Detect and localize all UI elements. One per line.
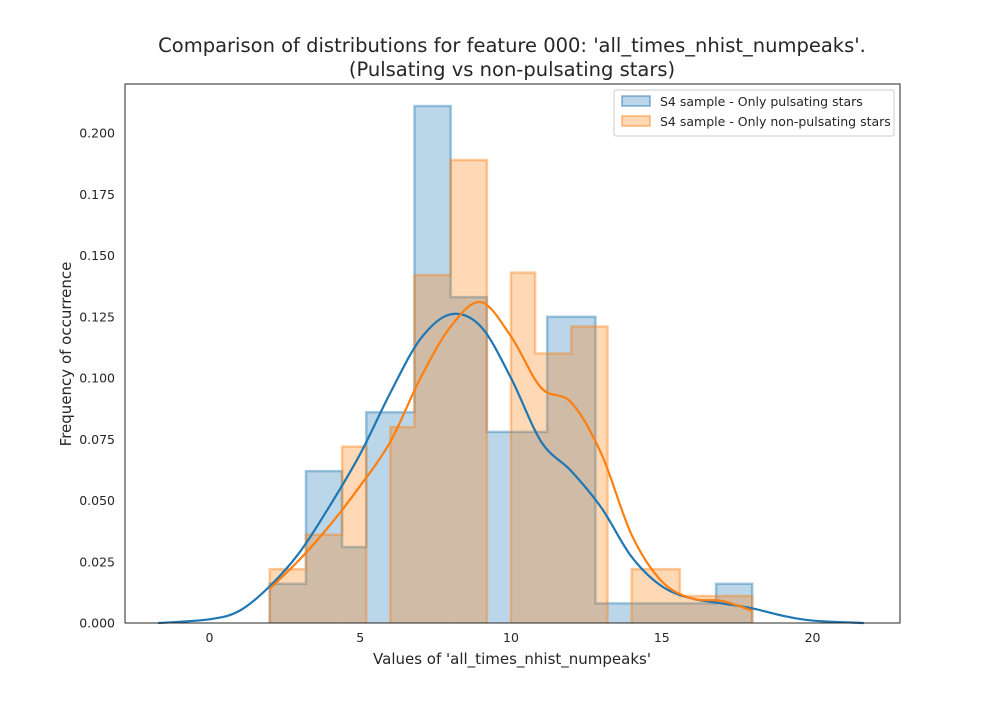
x-tick-label: 20 — [805, 630, 821, 645]
hist-outline-pulsating — [268, 104, 754, 623]
chart-title: Comparison of distributions for feature … — [158, 34, 866, 57]
hist-bar-pulsating — [595, 603, 632, 623]
kde-curves — [158, 300, 864, 625]
hist-bar-pulsating — [486, 431, 511, 623]
y-axis-label: Frequency of occurrence — [57, 262, 75, 447]
kde-line-pulsating — [158, 312, 864, 625]
y-tick-label: 0.000 — [79, 616, 115, 631]
y-axis-ticks: 0.000 0.025 0.050 0.075 0.100 0.125 0.150 0.175… — [79, 126, 115, 631]
x-tick-label: 0 — [205, 630, 213, 645]
hist-bar-pulsating — [631, 603, 668, 623]
chart-subtitle: (Pulsating vs non-pulsating stars) — [349, 58, 675, 81]
y-tick-label: 0.050 — [79, 493, 115, 508]
y-tick-label: 0.075 — [79, 432, 115, 447]
y-tick-label: 0.200 — [79, 126, 115, 141]
hist-bar-non-pulsating — [390, 427, 415, 623]
hist-bar-non-pulsating — [305, 534, 343, 623]
hist-bar-non-pulsating — [414, 275, 451, 623]
histogram-bars — [268, 104, 754, 624]
kde-line-non-pulsating — [268, 300, 753, 612]
y-tick-label: 0.025 — [79, 554, 115, 569]
x-axis-label: Values of 'all_times_nhist_numpeaks' — [373, 650, 651, 669]
hist-bar-pulsating — [667, 603, 717, 623]
x-tick-label: 15 — [654, 630, 670, 645]
hist-bar-pulsating — [510, 431, 548, 623]
hist-bar-non-pulsating — [631, 569, 680, 623]
y-tick-label: 0.175 — [79, 187, 115, 202]
hist-bar-non-pulsating — [571, 326, 608, 623]
y-tick-label: 0.100 — [79, 371, 115, 386]
hist-bar-pulsating — [366, 412, 415, 623]
hist-bar-pulsating — [414, 106, 451, 624]
x-tick-label: 5 — [356, 630, 364, 645]
y-tick-label: 0.150 — [79, 248, 115, 263]
plot-frame — [124, 83, 901, 624]
hist-bar-non-pulsating — [342, 446, 367, 623]
legend-label-pulsating: S4 sample - Only pulsating stars — [660, 94, 863, 109]
hist-bar-non-pulsating — [269, 569, 306, 623]
x-axis-ticks: 0 5 10 15 20 — [205, 630, 820, 645]
hist-bar-pulsating — [342, 547, 367, 623]
hist-bar-pulsating — [450, 297, 487, 623]
hist-bar-non-pulsating — [510, 272, 536, 623]
y-tick-label: 0.125 — [79, 309, 115, 324]
legend-box — [613, 89, 895, 137]
legend-swatch-non-pulsating — [621, 115, 651, 127]
legend-label-non-pulsating: S4 sample - Only non-pulsating stars — [660, 114, 891, 129]
x-tick-label: 10 — [503, 630, 519, 645]
chart-legend: S4 sample - Only pulsating stars S4 samp… — [613, 89, 895, 137]
hist-outline-non-pulsating — [268, 158, 754, 623]
legend-swatch-pulsating — [621, 95, 651, 107]
hist-bar-pulsating — [269, 583, 306, 623]
hist-bar-non-pulsating — [450, 159, 487, 623]
